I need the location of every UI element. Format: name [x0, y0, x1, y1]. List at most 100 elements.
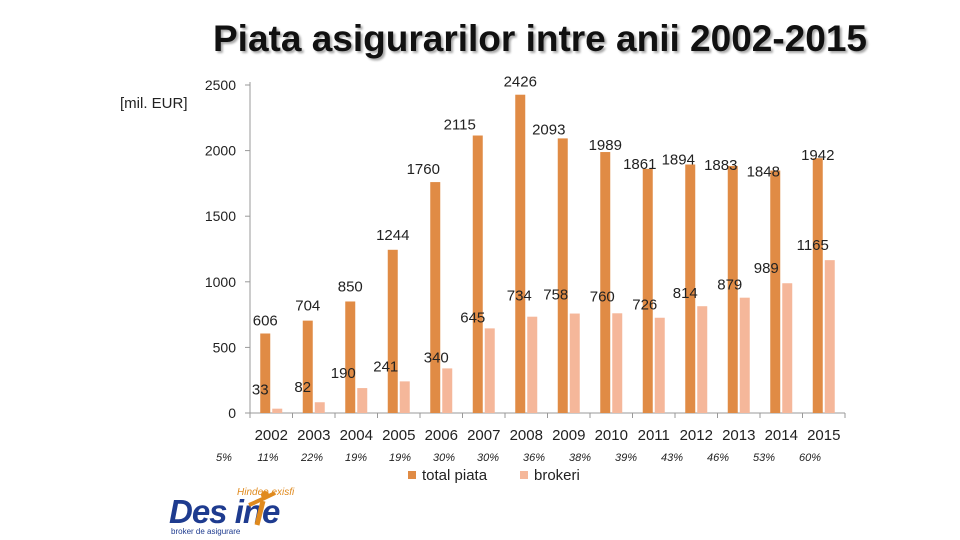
bar-total-piata [770, 170, 781, 413]
bar-total-piata [515, 94, 526, 413]
data-label-brokeri: 989 [754, 260, 779, 277]
x-tick-label: 2014 [765, 427, 798, 444]
bar-total-piata [685, 164, 696, 413]
broker-share-label: 39% [614, 452, 638, 464]
data-label-total-piata: 1861 [623, 156, 656, 173]
y-tick-label: 1500 [205, 208, 236, 224]
logo-figure-icon [248, 491, 276, 526]
bar-brokeri [739, 297, 750, 413]
bar-brokeri [697, 306, 708, 413]
data-label-brokeri: 726 [632, 297, 657, 314]
data-label-brokeri: 1165 [797, 237, 829, 254]
data-label-total-piata: 606 [253, 312, 278, 329]
bar-total-piata [387, 249, 398, 413]
x-tick-label: 2010 [595, 427, 628, 444]
bar-total-piata [812, 158, 823, 413]
bar-total-piata [302, 320, 313, 413]
x-tick-label: 2015 [807, 427, 840, 444]
bar-total-piata [472, 135, 483, 413]
bar-brokeri [824, 260, 835, 413]
x-tick-label: 2007 [467, 427, 500, 444]
y-tick-label: 2000 [205, 143, 236, 159]
bar-brokeri [569, 313, 580, 413]
data-label-total-piata: 1244 [376, 227, 409, 244]
chart-title: Piata asigurarilor intre anii 2002-2015 [213, 18, 867, 59]
data-label-total-piata: 2426 [504, 74, 537, 91]
x-tick-label: 2011 [638, 427, 670, 444]
x-tick-label: 2008 [510, 427, 543, 444]
data-label-total-piata: 850 [338, 278, 363, 295]
data-label-brokeri: 190 [331, 365, 356, 382]
data-label-brokeri: 879 [717, 277, 742, 294]
data-label-total-piata: 1760 [407, 161, 440, 178]
broker-share-label: 53% [752, 452, 776, 464]
bar-brokeri [527, 316, 538, 413]
broker-share-label: 36% [522, 452, 546, 464]
data-label-brokeri: 33 [252, 382, 269, 399]
y-tick-label: 1000 [205, 274, 236, 290]
bar-brokeri [314, 402, 325, 413]
bar-brokeri [484, 328, 495, 413]
broker-share-label: 19% [344, 452, 368, 464]
y-tick-label: 2500 [205, 77, 236, 93]
bar-total-piata [642, 168, 653, 413]
broker-share-label: 38% [568, 452, 592, 464]
data-label-total-piata: 1883 [704, 157, 737, 174]
broker-share-label: 30% [432, 452, 456, 464]
desfine-logo: Hindeo exisfi Des ine broker de asigurar… [165, 487, 335, 537]
data-label-total-piata: 1942 [801, 147, 834, 164]
data-label-total-piata: 2093 [532, 121, 565, 138]
legend-item-brokeri: brokeri [520, 467, 580, 484]
data-label-brokeri: 758 [543, 287, 568, 304]
x-tick-label: 2009 [552, 427, 585, 444]
legend-label-brokeri: brokeri [534, 467, 580, 484]
bar-total-piata [600, 152, 611, 413]
x-tick-label: 2012 [680, 427, 713, 444]
x-tick-label: 2004 [340, 427, 373, 444]
legend-label-total-piata: total piata [422, 467, 488, 484]
data-label-brokeri: 814 [673, 285, 698, 302]
data-label-total-piata: 1848 [747, 164, 780, 181]
bar-brokeri [612, 313, 623, 413]
broker-share-label: 19% [388, 452, 412, 464]
data-label-total-piata: 1894 [662, 152, 695, 169]
x-tick-label: 2005 [382, 427, 415, 444]
bar-brokeri [654, 317, 665, 413]
broker-share-label: 30% [476, 452, 500, 464]
broker-share-row: 5% 11% 22% 19% 19% 30% 30% 36% 38% 39% 43% 46% 53% 60… [0, 452, 960, 468]
broker-share-label: 22% [300, 452, 324, 464]
data-label-total-piata: 2115 [444, 117, 476, 134]
bar-brokeri [272, 408, 283, 413]
legend-item-total-piata: total piata [408, 467, 487, 484]
bar-total-piata [557, 138, 568, 413]
bar-total-piata [727, 165, 738, 413]
bar-brokeri [399, 381, 410, 413]
bar-total-piata [345, 301, 356, 413]
bar-total-piata [430, 182, 441, 413]
bar-brokeri [782, 283, 793, 413]
data-label-total-piata: 704 [295, 298, 320, 315]
data-label-total-piata: 1989 [589, 137, 622, 154]
y-tick-label: 0 [228, 405, 236, 421]
data-label-brokeri: 645 [460, 309, 485, 326]
legend-swatch-total-piata [408, 471, 416, 479]
x-tick-label: 2002 [255, 427, 288, 444]
logo-subtitle: broker de asigurare [171, 527, 241, 536]
broker-share-label: 11% [257, 452, 279, 464]
broker-share-label: 60% [798, 452, 822, 464]
broker-share-label: 46% [706, 452, 730, 464]
data-label-brokeri: 734 [507, 288, 532, 305]
bar-brokeri [442, 368, 453, 413]
bar-total-piata [260, 333, 271, 413]
bar-brokeri [357, 388, 368, 413]
x-tick-label: 2013 [722, 427, 755, 444]
broker-share-label: 5% [216, 452, 232, 464]
data-label-brokeri: 241 [373, 358, 398, 375]
y-tick-label: 500 [213, 339, 237, 355]
broker-share-label: 43% [660, 452, 684, 464]
x-tick-label: 2006 [425, 427, 458, 444]
legend-swatch-brokeri [520, 471, 528, 479]
data-label-brokeri: 82 [294, 379, 311, 396]
y-axis-unit-label: [mil. EUR] [120, 95, 188, 112]
